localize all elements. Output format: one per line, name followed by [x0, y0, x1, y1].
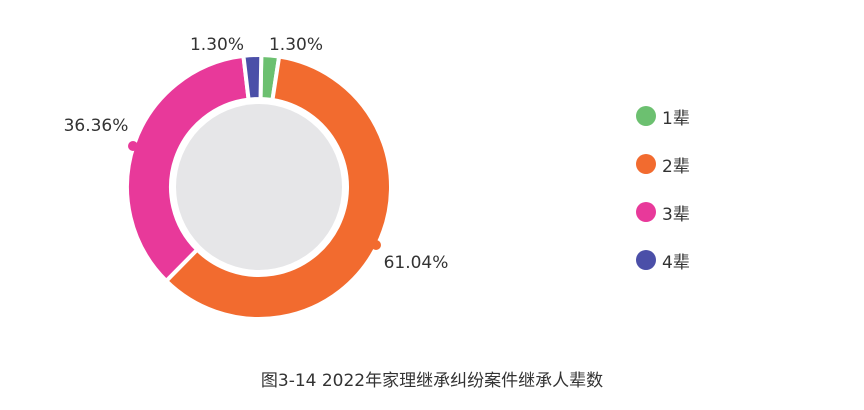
slice-value-label: 61.04% [384, 253, 449, 273]
slice-value-label: 1.30% [269, 35, 323, 55]
slice-label-marker [128, 141, 138, 151]
pie-slice-3辈[interactable] [125, 53, 251, 283]
pie-slice-4辈[interactable] [241, 53, 264, 102]
chart-caption: 图3-14 2022年家理继承纠纷案件继承人辈数 [260, 371, 604, 391]
legend-swatch [636, 154, 656, 174]
slice-value-label: 1.30% [190, 35, 244, 55]
donut-center [176, 104, 342, 270]
legend-item-3[interactable]: 3辈 [636, 200, 690, 225]
legend-item-1[interactable]: 1辈 [636, 104, 690, 129]
legend-label: 2辈 [662, 156, 690, 177]
slice-label-marker [371, 240, 381, 250]
pie-slice-2辈[interactable] [164, 54, 393, 321]
legend-label: 3辈 [662, 204, 690, 225]
legend-swatch [636, 106, 656, 126]
legend-label: 4辈 [662, 252, 690, 273]
legend-label: 1辈 [662, 108, 690, 129]
legend: 1辈 2辈 3辈 4辈 [636, 104, 690, 296]
legend-item-4[interactable]: 4辈 [636, 248, 690, 273]
donut-chart: 1.30% 61.04% 36.36% 1.30% [64, 35, 449, 321]
legend-swatch [636, 202, 656, 222]
legend-swatch [636, 250, 656, 270]
legend-item-2[interactable]: 2辈 [636, 152, 690, 177]
slice-value-label: 36.36% [64, 116, 129, 136]
